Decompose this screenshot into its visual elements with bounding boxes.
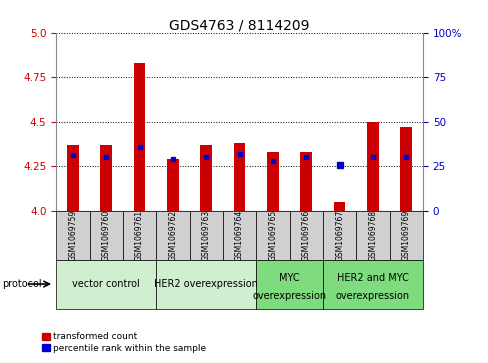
Text: GSM1069760: GSM1069760: [102, 209, 110, 261]
Text: protocol: protocol: [2, 279, 42, 289]
Bar: [200, 145, 212, 211]
Bar: [289, 211, 322, 260]
Bar: [256, 260, 322, 309]
Text: GSM1069765: GSM1069765: [268, 209, 277, 261]
Bar: [366, 122, 378, 211]
Bar: [322, 260, 422, 309]
Text: GSM1069763: GSM1069763: [202, 209, 210, 261]
Bar: [156, 211, 189, 260]
Text: GSM1069769: GSM1069769: [401, 209, 410, 261]
Bar: [56, 260, 156, 309]
Bar: [167, 159, 179, 211]
Legend: transformed count, percentile rank within the sample: transformed count, percentile rank withi…: [39, 329, 209, 357]
Text: MYC: MYC: [279, 273, 299, 283]
Text: GSM1069762: GSM1069762: [168, 209, 177, 261]
Bar: [389, 211, 422, 260]
Bar: [189, 211, 223, 260]
Bar: [134, 63, 145, 211]
Text: GDS4763 / 8114209: GDS4763 / 8114209: [169, 18, 309, 32]
Text: overexpression: overexpression: [335, 291, 409, 301]
Bar: [300, 152, 311, 211]
Bar: [122, 211, 156, 260]
Text: GSM1069764: GSM1069764: [235, 209, 244, 261]
Bar: [266, 152, 278, 211]
Bar: [156, 260, 256, 309]
Bar: [256, 211, 289, 260]
Text: GSM1069761: GSM1069761: [135, 209, 144, 261]
Bar: [67, 145, 79, 211]
Text: GSM1069768: GSM1069768: [368, 209, 377, 261]
Bar: [223, 211, 256, 260]
Bar: [233, 143, 245, 211]
Text: HER2 and MYC: HER2 and MYC: [336, 273, 408, 283]
Text: GSM1069759: GSM1069759: [68, 209, 77, 261]
Text: vector control: vector control: [72, 279, 140, 289]
Bar: [356, 211, 389, 260]
Bar: [56, 211, 89, 260]
Text: HER2 overexpression: HER2 overexpression: [154, 279, 258, 289]
Bar: [100, 145, 112, 211]
Bar: [89, 211, 122, 260]
Bar: [333, 202, 345, 211]
Bar: [400, 127, 411, 211]
Text: overexpression: overexpression: [252, 291, 326, 301]
Text: GSM1069767: GSM1069767: [334, 209, 344, 261]
Text: GSM1069766: GSM1069766: [301, 209, 310, 261]
Bar: [322, 211, 356, 260]
